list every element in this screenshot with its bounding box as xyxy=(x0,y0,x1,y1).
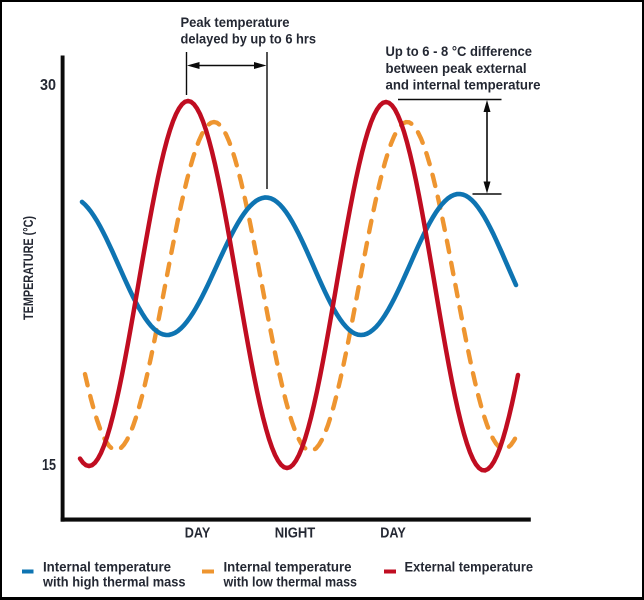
svg-text:DAY: DAY xyxy=(380,525,406,541)
svg-text:with high thermal mass: with high thermal mass xyxy=(42,575,185,590)
svg-text:TEMPERATURE (°C): TEMPERATURE (°C) xyxy=(20,216,36,320)
svg-text:between peak external: between peak external xyxy=(386,60,527,76)
svg-text:delayed by up to 6 hrs: delayed by up to 6 hrs xyxy=(181,31,317,47)
svg-text:15: 15 xyxy=(42,457,56,474)
svg-text:and internal temperature: and internal temperature xyxy=(386,77,541,93)
svg-text:NIGHT: NIGHT xyxy=(275,525,316,541)
svg-text:External temperature: External temperature xyxy=(405,560,534,575)
svg-text:Internal temperature: Internal temperature xyxy=(43,560,171,575)
svg-text:Peak temperature: Peak temperature xyxy=(181,14,290,30)
svg-text:DAY: DAY xyxy=(185,525,211,541)
svg-text:30: 30 xyxy=(40,77,56,94)
svg-text:Internal temperature: Internal temperature xyxy=(224,560,352,575)
svg-text:Up to 6 - 8 °C difference: Up to 6 - 8 °C difference xyxy=(386,43,533,59)
svg-text:with low thermal mass: with low thermal mass xyxy=(223,575,357,590)
